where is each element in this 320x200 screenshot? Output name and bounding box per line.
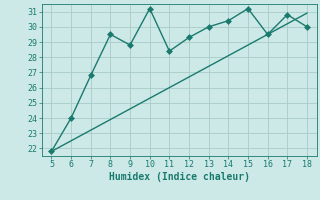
X-axis label: Humidex (Indice chaleur): Humidex (Indice chaleur) [109, 172, 250, 182]
